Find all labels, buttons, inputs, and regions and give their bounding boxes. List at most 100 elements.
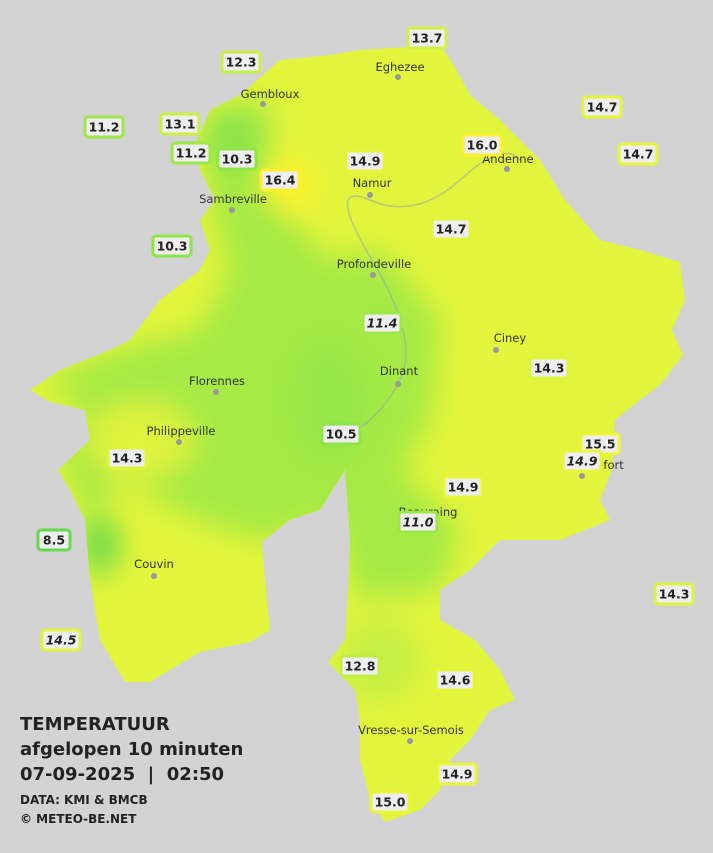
city-dot <box>370 272 376 278</box>
city-dot <box>367 192 373 198</box>
station-box <box>369 790 411 814</box>
station: 10.3 <box>151 234 193 258</box>
station: 11.2 <box>83 115 125 139</box>
station-value: 14.9 <box>448 480 479 495</box>
city-label: Sambreville <box>199 192 267 206</box>
station: 14.9 <box>436 762 478 786</box>
city-label: Gembloux <box>241 87 300 101</box>
station: 11.0 <box>397 510 439 534</box>
station-box <box>653 582 695 606</box>
title: TEMPERATUUR <box>20 714 170 735</box>
station-value: 14.7 <box>587 100 618 115</box>
station-box <box>528 356 570 380</box>
station: 14.3 <box>106 446 148 470</box>
station-box <box>170 141 212 165</box>
station: 12.3 <box>220 50 262 74</box>
station-value: 13.7 <box>412 31 443 46</box>
station: 14.7 <box>617 142 659 166</box>
city-dot <box>579 473 585 479</box>
station: 10.3 <box>216 147 258 171</box>
station-box <box>461 133 503 157</box>
station-value: 14.3 <box>534 361 565 376</box>
station-box <box>159 112 201 136</box>
city-label: Profondeville <box>337 257 411 271</box>
station-value: 11.2 <box>176 146 207 161</box>
station-value: 13.1 <box>165 117 196 132</box>
city-label: Namur <box>353 176 392 190</box>
station-value: 14.3 <box>112 451 143 466</box>
city-dot <box>395 381 401 387</box>
station: 11.2 <box>170 141 212 165</box>
station-box <box>216 147 258 171</box>
city-dot <box>260 101 266 107</box>
station: 16.4 <box>259 168 301 192</box>
station-box <box>434 668 476 692</box>
city-label: Vresse-sur-Semois <box>358 723 464 737</box>
station-box <box>397 510 439 534</box>
city-dot <box>213 389 219 395</box>
city-label: Ciney <box>494 331 527 345</box>
station-box <box>36 528 72 552</box>
station-value: 14.3 <box>659 587 690 602</box>
city-label: Dinant <box>380 364 419 378</box>
station: 14.7 <box>430 217 472 241</box>
station-box <box>259 168 301 192</box>
city-label: Eghezee <box>375 60 424 74</box>
station-value: 14.9 <box>350 154 381 169</box>
station-box <box>361 311 403 335</box>
city-label: Couvin <box>134 557 174 571</box>
station-box <box>151 234 193 258</box>
station-box <box>106 446 148 470</box>
station: 14.6 <box>434 668 476 692</box>
station: 13.1 <box>159 112 201 136</box>
city-dot <box>407 738 413 744</box>
credit: © METEO-BE.NET <box>20 812 137 826</box>
station-box <box>436 762 478 786</box>
station-value: 14.7 <box>436 222 467 237</box>
station: 14.3 <box>653 582 695 606</box>
station: 8.5 <box>36 528 72 552</box>
station-value: 10.3 <box>222 152 253 167</box>
station-value: 14.7 <box>623 147 654 162</box>
station-value: 11.4 <box>367 316 398 331</box>
city-dot <box>176 439 182 445</box>
city-label: Philippeville <box>147 424 216 438</box>
station-box <box>442 475 484 499</box>
station-value: 15.5 <box>585 437 616 452</box>
city-dot <box>395 74 401 80</box>
station: 14.7 <box>581 95 623 119</box>
city-dot <box>151 573 157 579</box>
station: 16.0 <box>461 133 503 157</box>
station-box <box>40 628 82 652</box>
station-box <box>581 95 623 119</box>
station-value: 10.5 <box>326 427 357 442</box>
station-value: 14.9 <box>567 454 598 469</box>
station-box <box>83 115 125 139</box>
city-dot <box>504 166 510 172</box>
station-value: 14.9 <box>442 767 473 782</box>
station: 15.0 <box>369 790 411 814</box>
station-box <box>220 50 262 74</box>
station-box <box>406 26 448 50</box>
station-value: 14.6 <box>440 673 471 688</box>
datetime: 07-09-2025 | 02:50 <box>20 764 224 785</box>
station: 14.9 <box>561 449 603 473</box>
station-box <box>617 142 659 166</box>
city-dot <box>493 347 499 353</box>
station-value: 10.3 <box>157 239 188 254</box>
station: 13.7 <box>406 26 448 50</box>
station: 11.4 <box>361 311 403 335</box>
station: 14.3 <box>528 356 570 380</box>
station: 12.8 <box>339 654 381 678</box>
station-value: 12.3 <box>226 55 257 70</box>
station-value: 16.0 <box>467 138 498 153</box>
station-value: 12.8 <box>345 659 376 674</box>
station-value: 11.0 <box>403 515 434 530</box>
station-value: 8.5 <box>43 533 65 548</box>
station-box <box>339 654 381 678</box>
station: 14.9 <box>344 149 386 173</box>
subtitle: afgelopen 10 minuten <box>20 739 243 760</box>
station-box <box>430 217 472 241</box>
